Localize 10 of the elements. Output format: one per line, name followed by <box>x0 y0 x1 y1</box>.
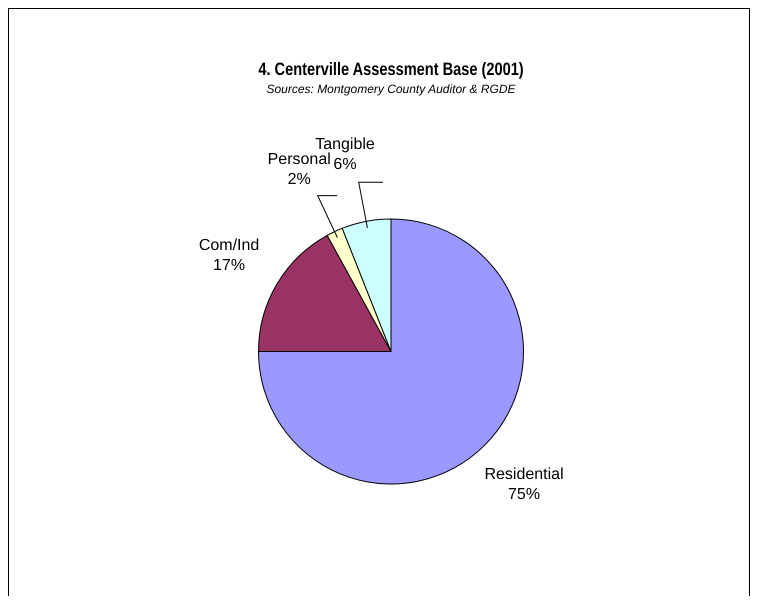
chart-subtitle: Sources: Montgomery County Auditor & RGDE <box>266 82 516 96</box>
data-label: 17% <box>213 257 246 274</box>
data-label: 6% <box>333 156 357 174</box>
data-label: 75% <box>508 486 540 503</box>
slice-label: Com/Ind <box>198 237 260 254</box>
data-label: 2% <box>288 171 311 188</box>
chart-title: 4. Centerville Assessment Base (2001) <box>258 59 524 80</box>
slice-label: Residential <box>484 466 564 483</box>
slice-label: Tangible <box>315 136 375 154</box>
slice-label: Personal <box>268 151 331 168</box>
